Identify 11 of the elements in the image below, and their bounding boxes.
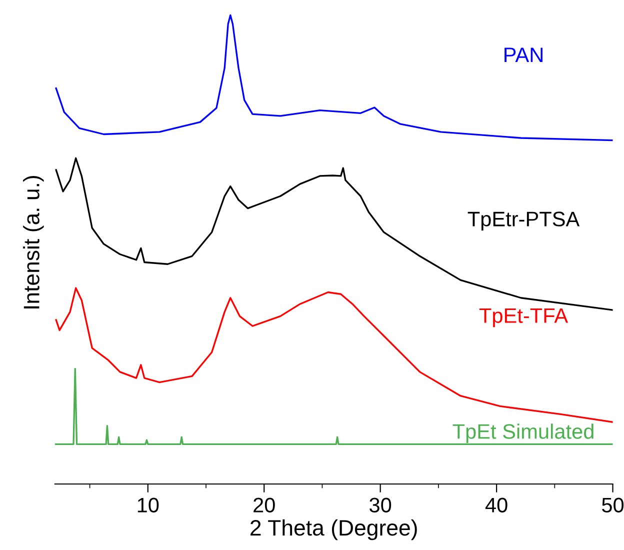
x-tick-label: 10 [138, 498, 159, 512]
y-axis-title: Intensit (a. u.) [23, 176, 44, 308]
series-label: TpEt Simulated [452, 424, 594, 444]
x-tick-label: 40 [485, 498, 508, 512]
x-axis-title: 2 Theta (Degree) [250, 519, 417, 540]
text: TpEtr-PTSA [468, 212, 580, 231]
text: TpEt-TFA [479, 308, 568, 328]
x-tick-label: 50 [602, 498, 624, 512]
text: PAN [504, 48, 542, 62]
x-tick-label: 30 [370, 498, 392, 512]
x-tick-label: 20 [254, 498, 275, 512]
